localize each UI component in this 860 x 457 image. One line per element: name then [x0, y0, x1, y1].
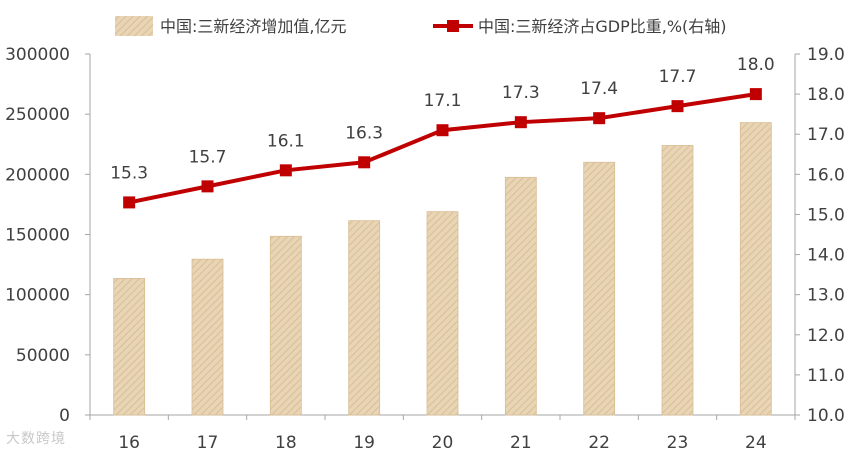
- left-tick-label: 300000: [5, 45, 70, 65]
- legend-bar-label: 中国:三新经济增加值,亿元: [160, 17, 346, 36]
- data-label: 15.7: [189, 147, 227, 167]
- x-tick-label: 16: [118, 433, 140, 453]
- bar: [739, 122, 772, 416]
- right-tick-label: 10.0: [807, 406, 845, 426]
- data-labels: 15.3 15.7 16.1 16.3 17.1 17.3 17.4 17.7 18.0: [110, 55, 775, 183]
- data-label: 17.7: [659, 67, 697, 87]
- line-point: [358, 156, 371, 169]
- right-tick-label: 17.0: [807, 125, 845, 145]
- line-point: [749, 88, 762, 101]
- x-tick-label: 23: [667, 433, 689, 453]
- x-tick-label: 24: [745, 433, 767, 453]
- data-label: 16.3: [345, 123, 383, 143]
- bar: [583, 161, 616, 416]
- left-tick-label: 0: [59, 406, 70, 426]
- left-tick-label: 250000: [5, 105, 70, 125]
- line-point: [514, 116, 527, 129]
- x-tick-label: 22: [588, 433, 610, 453]
- left-tick-label: 50000: [16, 346, 70, 366]
- right-tick-label: 18.0: [807, 85, 845, 105]
- legend-line-label: 中国:三新经济占GDP比重,%(右轴): [478, 17, 727, 36]
- line-series: [123, 88, 762, 209]
- x-tick-label: 17: [197, 433, 219, 453]
- bar: [269, 235, 302, 416]
- data-label: 17.4: [580, 79, 618, 99]
- left-tick-label: 150000: [5, 226, 70, 246]
- bar: [113, 278, 146, 416]
- x-tick-label: 18: [275, 433, 297, 453]
- legend-line-marker: [447, 20, 459, 32]
- data-label: 15.3: [110, 163, 148, 183]
- line-point: [201, 180, 214, 193]
- data-label: 18.0: [737, 55, 775, 75]
- right-tick-label: 14.0: [807, 246, 845, 266]
- legend: 中国:三新经济增加值,亿元 中国:三新经济占GDP比重,%(右轴): [115, 16, 727, 36]
- right-tick-label: 13.0: [807, 286, 845, 306]
- left-tick-label: 200000: [5, 165, 70, 185]
- right-tick-label: 12.0: [807, 326, 845, 346]
- right-tick-label: 16.0: [807, 165, 845, 185]
- line-point: [123, 196, 136, 209]
- data-label: 17.3: [502, 83, 540, 103]
- bar: [426, 211, 459, 416]
- right-tick-label: 11.0: [807, 366, 845, 386]
- data-label: 17.1: [424, 91, 462, 111]
- watermark: 大数跨境: [6, 431, 66, 447]
- line-point: [279, 164, 292, 177]
- bar: [348, 220, 381, 416]
- left-tick-label: 100000: [5, 286, 70, 306]
- bar: [191, 258, 224, 416]
- bar-series: [113, 122, 772, 416]
- bar: [504, 176, 537, 416]
- line-point: [671, 100, 684, 113]
- line-point: [593, 112, 606, 125]
- line-point: [436, 124, 449, 137]
- axes: 0 50000 100000 150000 200000 250000 300000 10.0…: [5, 45, 845, 453]
- x-tick-label: 19: [353, 433, 375, 453]
- legend-bar-swatch: [115, 16, 153, 36]
- data-label: 16.1: [267, 131, 305, 151]
- bar: [661, 145, 694, 416]
- x-tick-label: 20: [432, 433, 454, 453]
- right-tick-label: 15.0: [807, 205, 845, 225]
- x-tick-label: 21: [510, 433, 532, 453]
- right-tick-label: 19.0: [807, 45, 845, 65]
